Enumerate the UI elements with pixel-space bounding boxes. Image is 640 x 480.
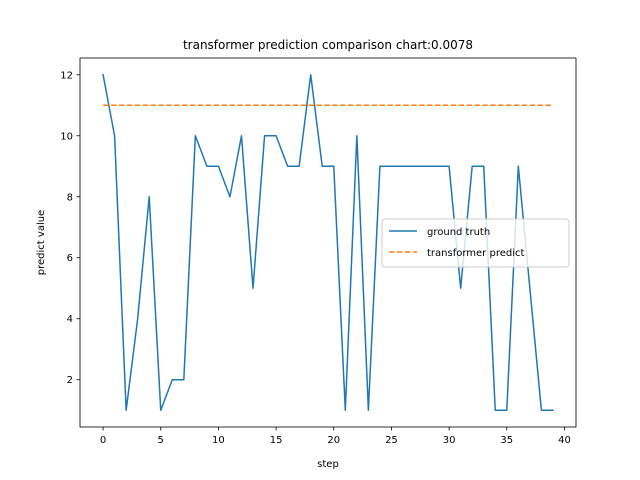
- x-tick-label: 10: [212, 435, 225, 446]
- y-tick-label: 6: [67, 253, 73, 264]
- x-tick-label: 15: [270, 435, 283, 446]
- legend: ground truth transformer predict: [381, 218, 570, 268]
- y-tick-label: 8: [67, 192, 73, 203]
- y-tick-label: 2: [67, 375, 73, 386]
- x-tick-label: 0: [100, 435, 106, 446]
- plot-frame: [79, 57, 577, 428]
- y-tick-label: 12: [60, 70, 73, 81]
- series-layer: [102, 73, 554, 411]
- x-tick-label: 20: [327, 435, 340, 446]
- legend-box: [381, 218, 570, 268]
- x-tick-label: 30: [443, 435, 456, 446]
- x-tick-label: 40: [558, 435, 571, 446]
- axes-layer: 0 5 10 15 20 25 30 35 40 2 4 6 8 10 12: [60, 70, 571, 446]
- x-axis-label: step: [317, 459, 339, 470]
- y-tick-label: 10: [60, 131, 73, 142]
- legend-label-ground-truth: ground truth: [427, 227, 490, 238]
- legend-label-transformer-predict: transformer predict: [427, 248, 524, 259]
- x-tick-label: 25: [385, 435, 398, 446]
- y-axis-label: predict value: [36, 210, 47, 275]
- chart-title: transformer prediction comparison chart:…: [183, 38, 473, 52]
- y-tick-label: 4: [67, 314, 73, 325]
- x-tick-label: 35: [500, 435, 513, 446]
- series-line-ground-truth: [102, 73, 554, 411]
- x-tick-label: 5: [158, 435, 164, 446]
